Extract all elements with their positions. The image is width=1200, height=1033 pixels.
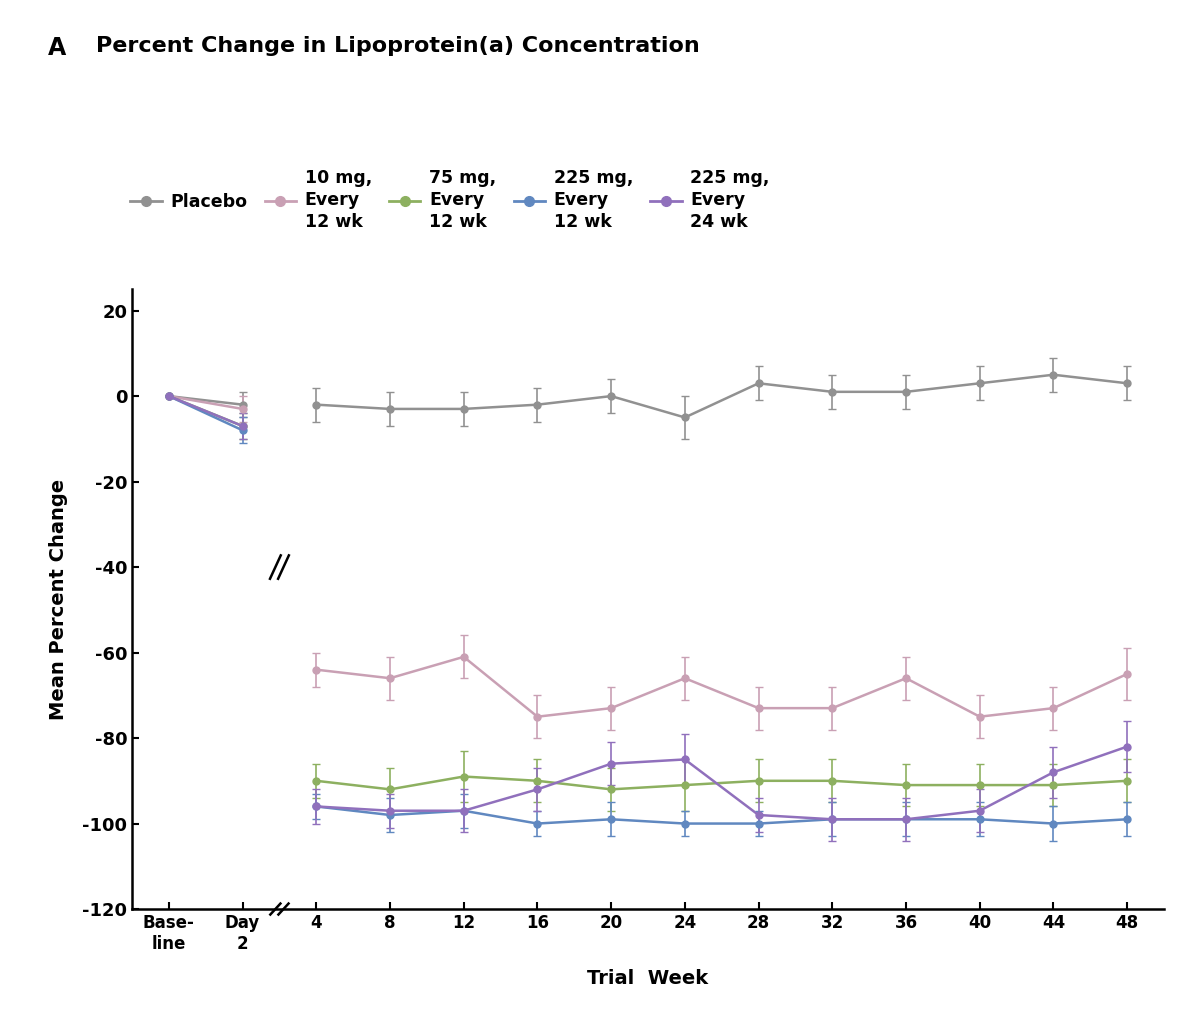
Bar	[253, 289, 307, 909]
Text: Percent Change in Lipoprotein(a) Concentration: Percent Change in Lipoprotein(a) Concent…	[96, 36, 700, 56]
Y-axis label: Mean Percent Change: Mean Percent Change	[49, 478, 68, 720]
X-axis label: Trial  Week: Trial Week	[588, 969, 708, 989]
Text: A: A	[48, 36, 66, 60]
Legend: Placebo, 10 mg,
Every
12 wk, 75 mg,
Every
12 wk, 225 mg,
Every
12 wk, 225 mg,
Ev: Placebo, 10 mg, Every 12 wk, 75 mg, Ever…	[131, 168, 769, 231]
